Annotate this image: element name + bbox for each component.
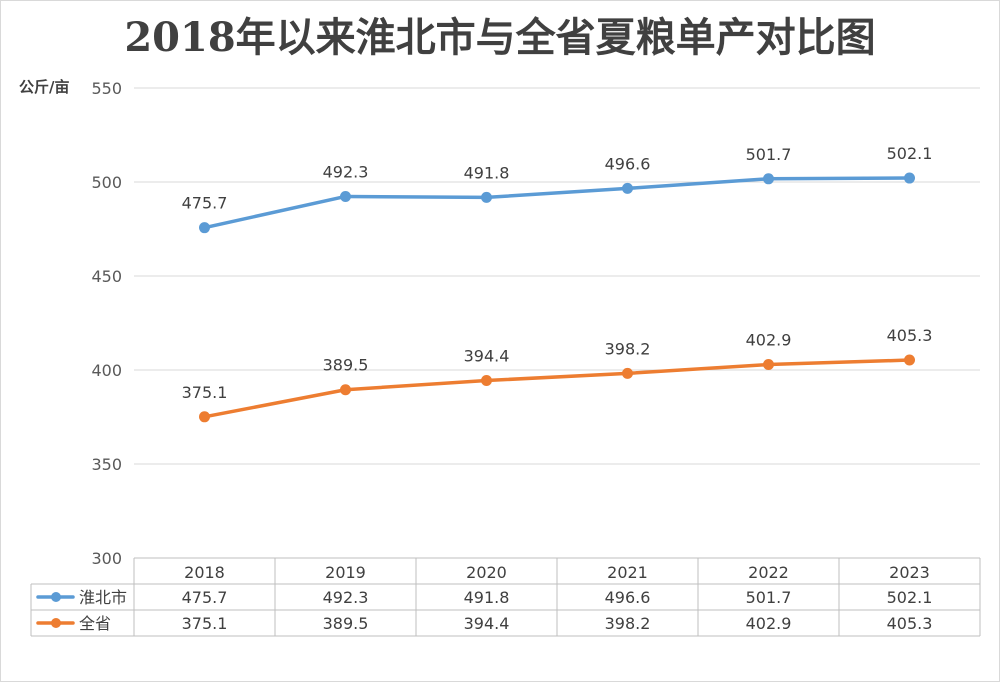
series-lines [199,172,915,423]
data-point-1-3 [622,367,633,379]
series-line-0 [202,176,912,230]
x-category-label-4: 2022 [748,563,789,582]
data-label-0-1: 492.3 [323,162,369,181]
y-tick-label-500: 500 [91,173,122,192]
table-cell-1-0: 375.1 [182,614,228,633]
x-category-label-0: 2018 [184,563,225,582]
y-axis-ticks: 300 350 400 450 500 550 [91,79,122,568]
y-tick-label-400: 400 [91,361,122,380]
table-cell-0-3: 496.6 [605,588,651,607]
series-line-1 [202,358,912,419]
data-point-0-1 [340,190,351,202]
legend-marker-1 [51,618,61,628]
gridlines [134,87,980,465]
table-cell-1-5: 405.3 [887,614,933,633]
data-label-0-3: 496.6 [605,154,651,173]
x-category-label-3: 2021 [607,563,648,582]
table-cell-1-4: 402.9 [746,614,792,633]
data-label-1-2: 394.4 [464,347,510,366]
x-category-label-1: 2019 [325,563,366,582]
data-point-0-5 [904,172,915,184]
y-axis-unit-label: 公斤/亩 [19,78,69,96]
table-cell-1-3: 398.2 [605,614,651,633]
data-label-1-4: 402.9 [746,331,792,350]
y-tick-label-300: 300 [91,549,122,568]
data-label-0-0: 475.7 [182,194,228,213]
x-category-label-5: 2023 [889,563,930,582]
table-cell-1-1: 389.5 [323,614,369,633]
data-label-0-2: 491.8 [464,163,510,182]
data-point-1-1 [340,384,351,396]
data-labels: 475.7 492.3 491.8 496.6 501.7 502.1 375.1 389.5… [182,144,933,402]
y-tick-label-550: 550 [91,79,122,98]
legend-marker-0 [51,592,61,602]
data-label-1-1: 389.5 [323,356,369,375]
data-point-1-5 [904,354,915,366]
y-tick-label-450: 450 [91,267,122,286]
x-category-label-2: 2020 [466,563,507,582]
table-cell-0-5: 502.1 [887,588,933,607]
data-label-0-5: 502.1 [887,144,933,163]
data-label-0-4: 501.7 [746,145,792,164]
table-cell-0-0: 475.7 [182,588,228,607]
y-tick-label-350: 350 [91,455,122,474]
data-label-1-3: 398.2 [605,339,651,358]
data-point-1-0 [199,411,210,423]
data-label-1-0: 375.1 [182,383,228,402]
data-point-1-2 [481,375,492,387]
legend-name-1: 全省 [79,614,111,633]
data-point-0-0 [199,222,210,234]
table-cell-0-2: 491.8 [464,588,510,607]
data-point-0-2 [481,191,492,203]
chart-title: 2018年以来淮北市与全省夏粮单产对比图 [124,14,875,61]
table-cell-0-4: 501.7 [746,588,792,607]
table-cell-1-2: 394.4 [464,614,510,633]
legend-name-0: 淮北市 [79,588,127,607]
data-point-1-4 [763,359,774,371]
data-point-0-3 [622,182,633,194]
data-label-1-5: 405.3 [887,326,933,345]
data-table: 2018 2019 2020 2021 2022 2023 淮北市 475.7 492.3 491… [30,557,981,637]
data-point-0-4 [763,173,774,185]
table-cell-0-1: 492.3 [323,588,369,607]
